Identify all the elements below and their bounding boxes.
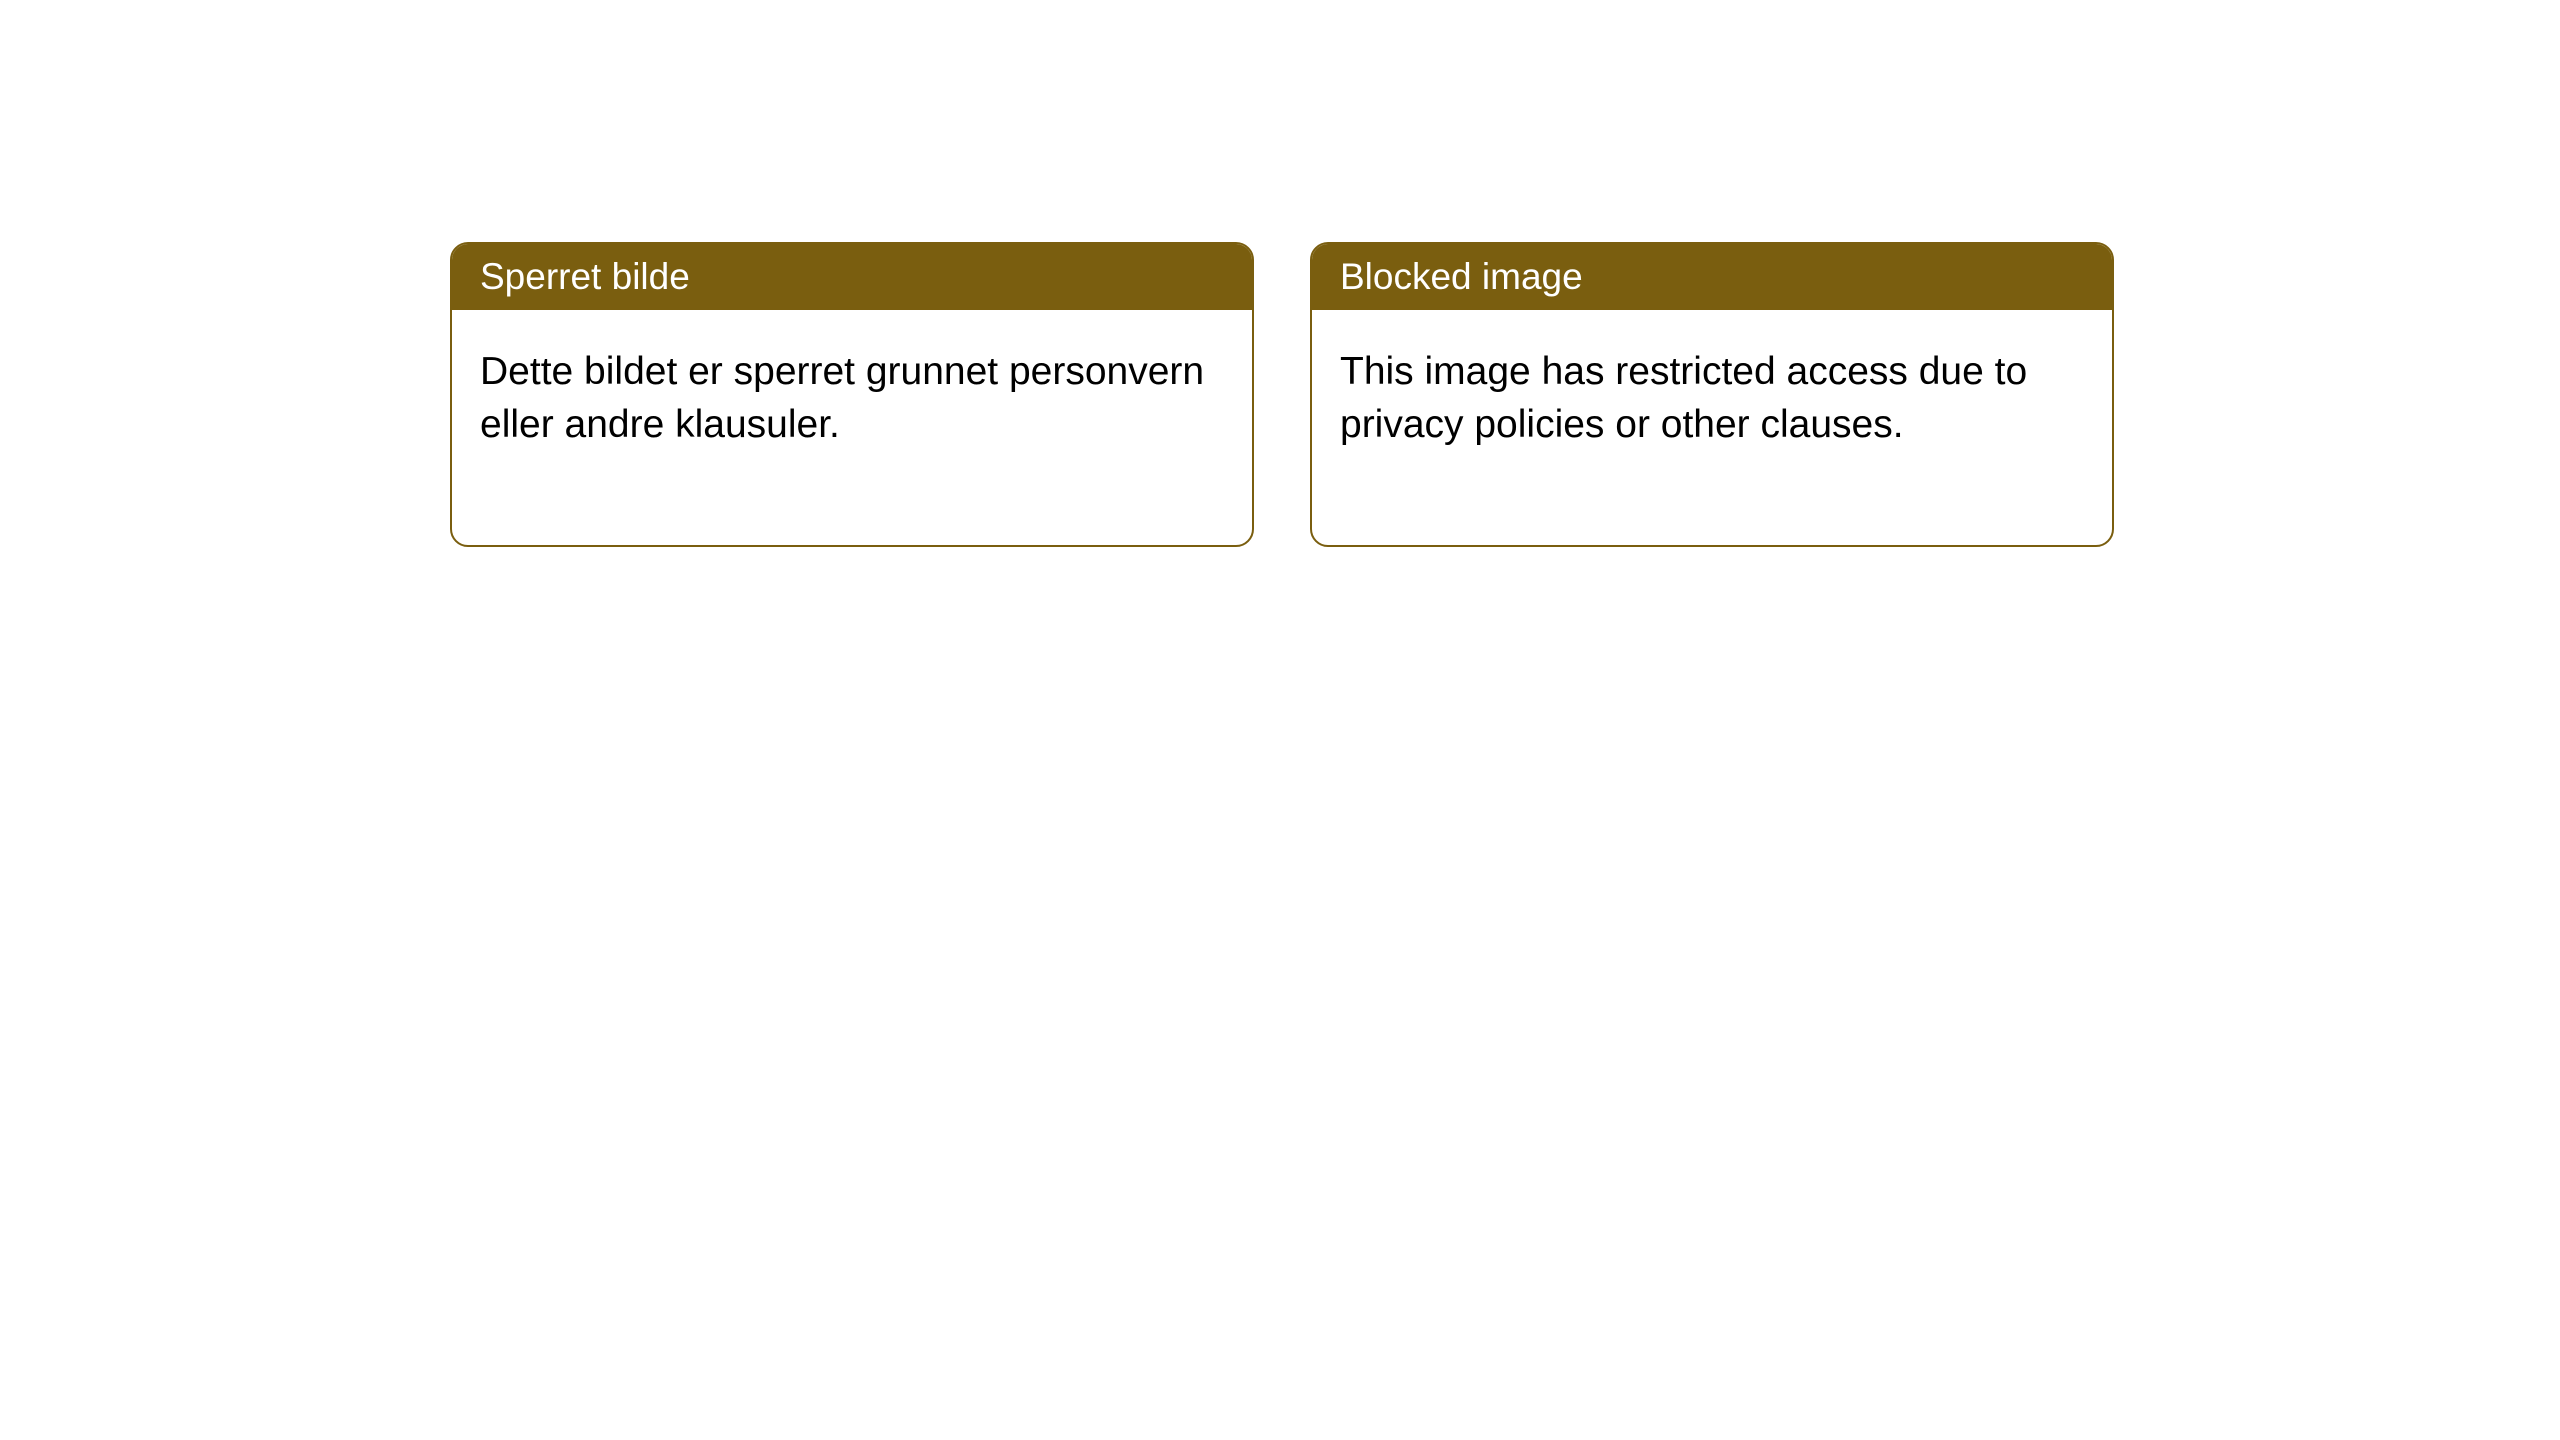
notice-card-title: Blocked image [1312,244,2112,310]
notice-card-body: Dette bildet er sperret grunnet personve… [452,310,1252,545]
notice-card-body: This image has restricted access due to … [1312,310,2112,545]
notice-cards-container: Sperret bilde Dette bildet er sperret gr… [0,0,2560,547]
notice-card-en: Blocked image This image has restricted … [1310,242,2114,547]
notice-card-title: Sperret bilde [452,244,1252,310]
notice-card-no: Sperret bilde Dette bildet er sperret gr… [450,242,1254,547]
